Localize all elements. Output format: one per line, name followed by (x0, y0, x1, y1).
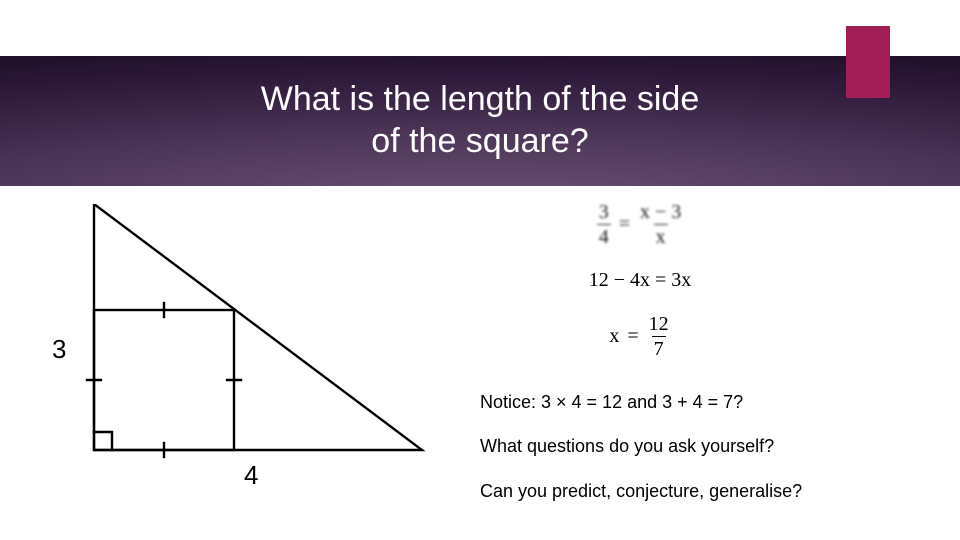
frac-rhs: x − 3 x (638, 202, 683, 247)
equals-1: = (619, 213, 630, 236)
right-angle-icon (94, 432, 112, 450)
eq3-lhs: x (609, 325, 619, 348)
note-1: Notice: 3 × 4 = 12 and 3 + 4 = 7? (480, 390, 930, 414)
equation-2: 12 − 4x = 3x (510, 269, 770, 292)
title-line-1: What is the length of the side (261, 80, 699, 118)
frac-result: 12 7 (647, 314, 671, 359)
frac-lhs: 3 4 (597, 202, 611, 247)
equation-block: 3 4 = x − 3 x 12 − 4x = 3x x = 12 7 (510, 202, 770, 381)
equation-3: x = 12 7 (510, 314, 770, 359)
equals-3: = (627, 325, 638, 348)
label-4: 4 (244, 460, 258, 491)
diagram-svg (36, 204, 446, 504)
equation-1: 3 4 = x − 3 x (510, 202, 770, 247)
title-line-2: of the square? (371, 122, 588, 160)
label-3: 3 (52, 334, 66, 365)
inscribed-square (94, 310, 234, 450)
notes-block: Notice: 3 × 4 = 12 and 3 + 4 = 7? What q… (480, 390, 930, 523)
slide-title: What is the length of the side of the sq… (0, 78, 960, 162)
triangle-outline (94, 204, 422, 450)
note-3: Can you predict, conjecture, generalise? (480, 479, 930, 503)
triangle-square-diagram: 3 4 (36, 204, 446, 504)
note-2: What questions do you ask yourself? (480, 434, 930, 458)
